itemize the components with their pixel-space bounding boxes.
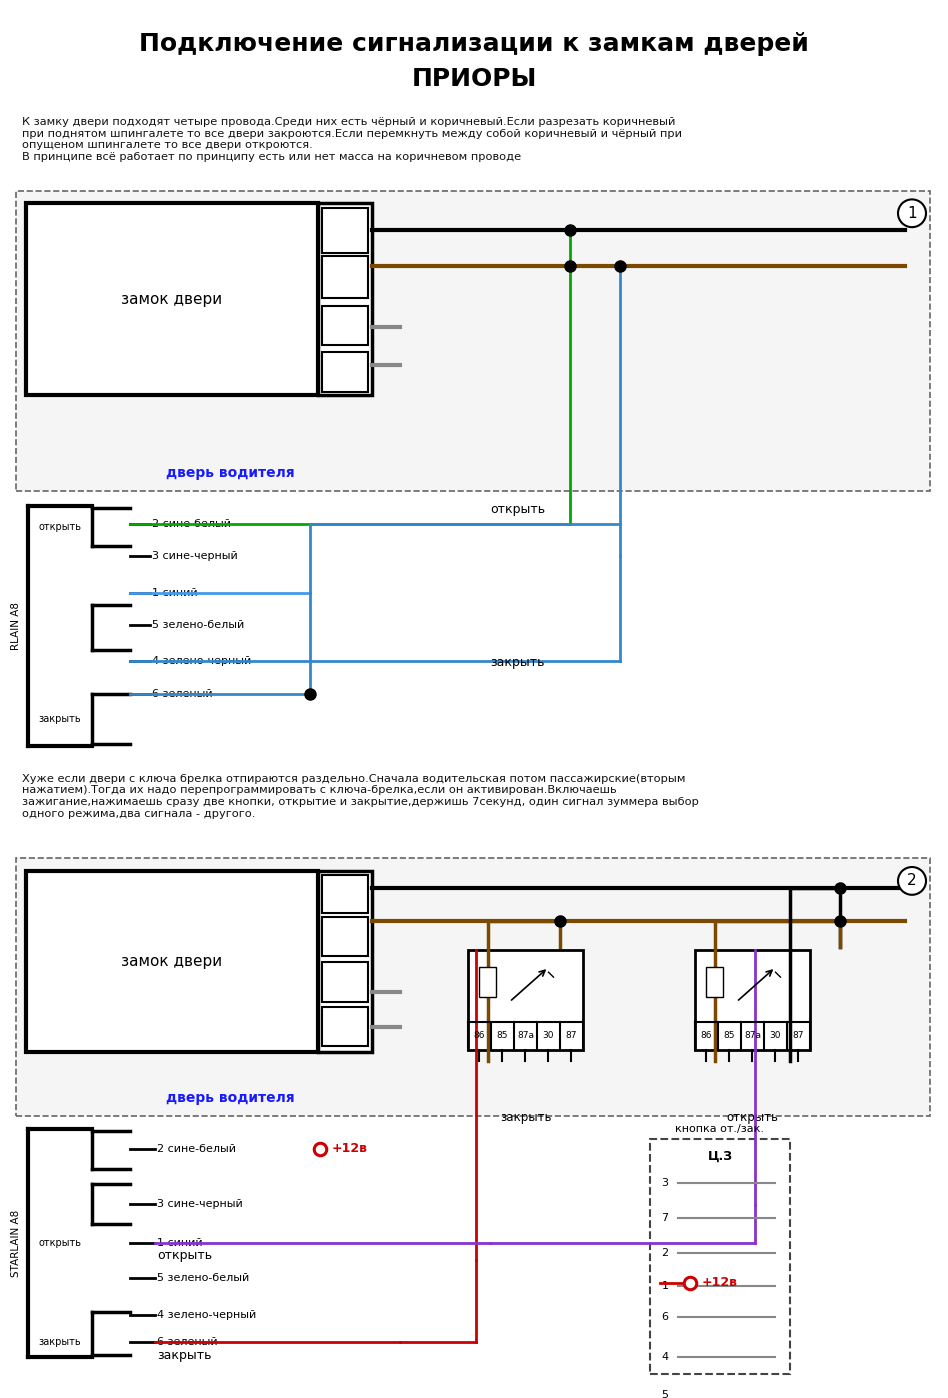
Bar: [322, 256, 368, 298]
Text: 1 синий: 1 синий: [157, 1239, 203, 1248]
Text: RLAIN A8: RLAIN A8: [11, 603, 21, 650]
Text: 5: 5: [662, 1390, 668, 1398]
Text: открыть: открыть: [726, 1111, 778, 1124]
Bar: [468, 951, 583, 1050]
Text: открыть: открыть: [38, 521, 81, 531]
Text: 4 зелено-черный: 4 зелено-черный: [157, 1310, 256, 1321]
Text: закрыть: закрыть: [38, 714, 81, 724]
Text: замок двери: замок двери: [121, 292, 223, 306]
Bar: [26, 203, 318, 394]
Text: 7: 7: [662, 1213, 668, 1223]
Text: К замку двери подходят четыре провода.Среди них есть чёрный и коричневый.Если ра: К замку двери подходят четыре провода.Ср…: [22, 117, 682, 162]
Bar: [695, 951, 810, 1050]
Text: дверь водителя: дверь водителя: [166, 466, 294, 480]
Bar: [650, 1139, 790, 1374]
Bar: [322, 962, 368, 1002]
Text: 1: 1: [662, 1281, 668, 1290]
Bar: [322, 1007, 368, 1046]
Text: 6 зеленый: 6 зеленый: [152, 689, 212, 699]
Text: 87a: 87a: [744, 1032, 761, 1040]
Bar: [318, 871, 372, 1051]
Text: 87: 87: [793, 1032, 804, 1040]
Bar: [322, 352, 368, 391]
Text: 3 сине-черный: 3 сине-черный: [157, 1199, 243, 1209]
Text: 4 зелено-черный: 4 зелено-черный: [152, 656, 251, 665]
Text: 6 зеленый: 6 зеленый: [157, 1338, 218, 1348]
Text: STARLAIN A8: STARLAIN A8: [11, 1209, 21, 1276]
Text: 85: 85: [497, 1032, 508, 1040]
Text: 86: 86: [701, 1032, 712, 1040]
Text: 2 сине-белый: 2 сине-белый: [157, 1144, 236, 1153]
Text: 1 синий: 1 синий: [152, 589, 197, 598]
Text: ПРИОРЫ: ПРИОРЫ: [411, 67, 537, 91]
Text: открыть: открыть: [490, 503, 545, 516]
Text: кнопка от./зак.: кнопка от./зак.: [676, 1124, 764, 1134]
Text: 87a: 87a: [517, 1032, 534, 1040]
Bar: [706, 967, 722, 997]
Text: открыть: открыть: [38, 1239, 81, 1248]
Text: 3: 3: [662, 1179, 668, 1188]
Text: дверь водителя: дверь водителя: [166, 1092, 294, 1106]
Text: закрыть: закрыть: [500, 1111, 551, 1124]
Text: 86: 86: [474, 1032, 485, 1040]
Text: 5 зелено-белый: 5 зелено-белый: [157, 1272, 249, 1283]
Bar: [16, 858, 930, 1116]
Text: замок двери: замок двери: [121, 953, 223, 969]
Bar: [26, 871, 318, 1051]
Text: 2: 2: [662, 1248, 668, 1258]
Text: 6: 6: [662, 1313, 668, 1323]
Text: +12в: +12в: [702, 1276, 738, 1289]
Bar: [322, 917, 368, 956]
Bar: [16, 192, 930, 491]
Text: закрыть: закрыть: [157, 1349, 211, 1362]
Text: +12в: +12в: [332, 1142, 368, 1155]
Circle shape: [898, 200, 926, 226]
Text: Хуже если двери с ключа брелка отпираются раздельно.Сначала водительская потом п: Хуже если двери с ключа брелка отпираютс…: [22, 773, 699, 819]
Text: 5 зелено-белый: 5 зелено-белый: [152, 619, 245, 630]
Text: Ц.З: Ц.З: [707, 1151, 733, 1163]
Text: 30: 30: [770, 1032, 781, 1040]
Bar: [322, 306, 368, 345]
Text: 2: 2: [907, 874, 917, 888]
Bar: [322, 875, 368, 913]
Text: 87: 87: [566, 1032, 577, 1040]
Text: 85: 85: [723, 1032, 736, 1040]
Text: 1: 1: [907, 206, 917, 221]
Bar: [318, 203, 372, 394]
Text: 3 сине-черный: 3 сине-черный: [152, 551, 238, 561]
Bar: [322, 208, 368, 253]
Text: открыть: открыть: [157, 1250, 212, 1262]
Bar: [480, 967, 496, 997]
Circle shape: [898, 867, 926, 895]
Text: 4: 4: [662, 1352, 668, 1362]
Text: Подключение сигнализации к замкам дверей: Подключение сигнализации к замкам дверей: [139, 32, 809, 56]
Text: закрыть: закрыть: [38, 1338, 81, 1348]
Text: 2 сине-белый: 2 сине-белый: [152, 519, 231, 528]
Text: закрыть: закрыть: [490, 656, 544, 670]
Text: 30: 30: [543, 1032, 555, 1040]
